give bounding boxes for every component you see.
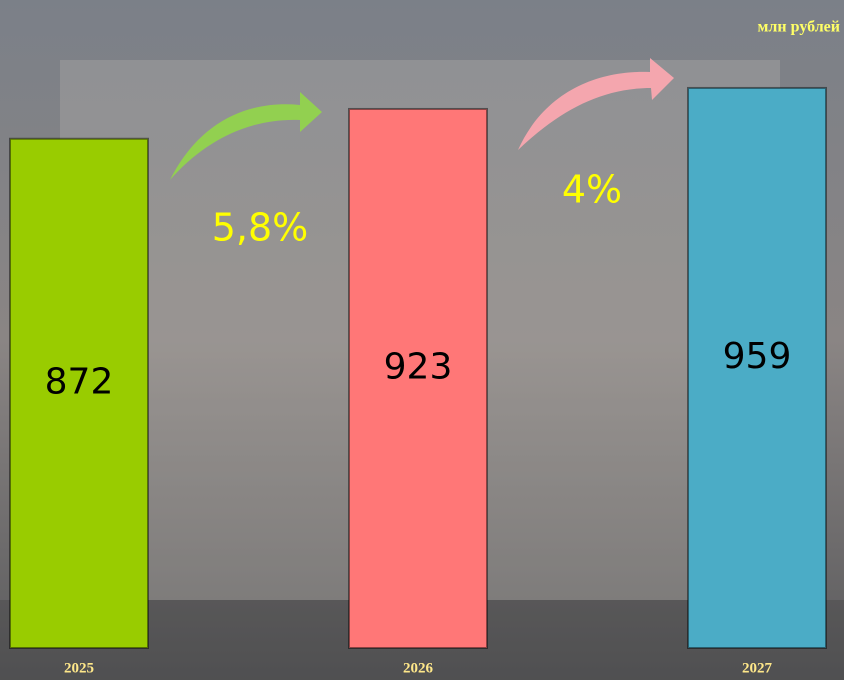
value-label: 923 <box>384 346 453 387</box>
x-tick-label: 2027 <box>742 660 773 676</box>
x-tick-label: 2026 <box>403 660 434 676</box>
chart: 5,8% 4% млн рублей 872 2025 923 2026 959 2027 <box>0 0 844 680</box>
growth-label: 5,8% <box>212 206 309 250</box>
x-tick-label: 2025 <box>64 660 94 676</box>
unit-label: млн рублей <box>758 19 840 36</box>
value-label: 959 <box>723 336 792 377</box>
value-label: 872 <box>45 361 114 402</box>
growth-label: 4% <box>562 168 622 212</box>
page: {"chart_data": {"type": "bar", "unit": "… <box>0 0 844 680</box>
